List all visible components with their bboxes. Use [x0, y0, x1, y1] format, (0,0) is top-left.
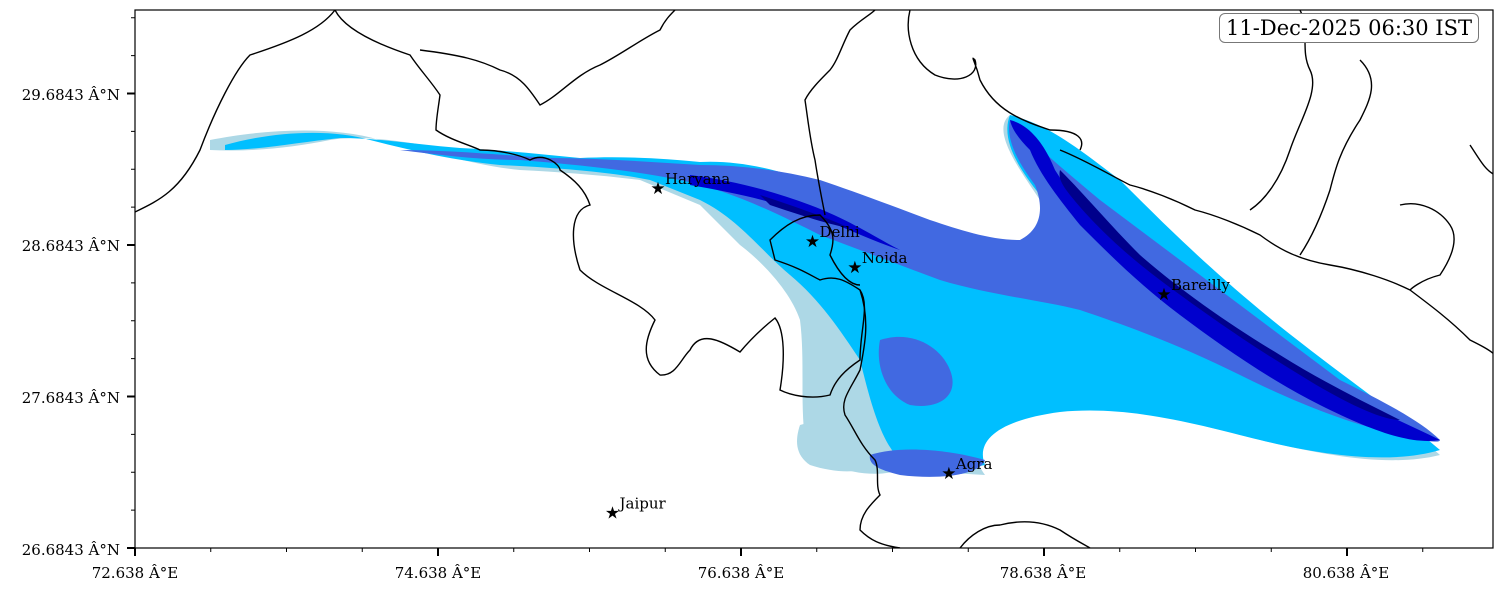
city-label-bareilly: Bareilly	[1171, 276, 1230, 294]
city-label-noida: Noida	[862, 249, 908, 267]
rain-patch-royal-agra	[869, 449, 985, 477]
x-tick-label: 80.638 Â°E	[1303, 564, 1390, 582]
city-star-icon: ★	[805, 232, 820, 252]
city-star-icon: ★	[847, 258, 862, 278]
x-tick-label: 78.638 Â°E	[1000, 564, 1087, 582]
border-up-mp	[843, 289, 901, 548]
city-star-icon: ★	[650, 179, 665, 199]
y-tick-label: 28.6843 Â°N	[22, 237, 120, 255]
y-tick-label: 26.6843 Â°N	[22, 541, 120, 559]
border-up-uttarakhand	[804, 10, 876, 216]
axis-ticks	[127, 17, 1424, 556]
rain-band-medium	[690, 120, 1440, 441]
rain-patch-royal-south	[878, 336, 953, 406]
border-punjab-north	[419, 10, 676, 106]
city-star-icon: ★	[605, 503, 620, 523]
rain-patch-light-south	[797, 421, 881, 472]
x-tick-label: 76.638 Â°E	[698, 564, 785, 582]
x-tick-labels: 72.638 Â°E 74.638 Â°E 76.638 Â°E 78.638 …	[92, 564, 1390, 582]
y-tick-label: 27.6843 Â°N	[22, 389, 120, 407]
y-tick-label: 29.6843 Â°N	[22, 86, 120, 104]
plot-frame	[134, 9, 1494, 549]
border-south-east	[959, 521, 1091, 548]
city-label-haryana: Haryana	[665, 170, 730, 188]
rain-band-sky	[225, 115, 1440, 469]
city-markers: ★ Haryana★ Delhi★ Noida★ Bareilly★ Agra★ Jaipu…	[605, 170, 1230, 523]
y-tick-labels: 29.6843 Â°N 28.6843 Â°N 27.6843 Â°N 26.6…	[22, 86, 120, 559]
border-punjab-haryana	[334, 10, 866, 398]
border-uttarakhand-nepal	[1059, 149, 1493, 355]
rain-core-dark	[760, 170, 1400, 420]
x-tick-label: 72.638 Â°E	[92, 564, 179, 582]
x-tick-label: 74.638 Â°E	[395, 564, 482, 582]
city-label-delhi: Delhi	[820, 223, 860, 241]
border-nepal-north	[907, 10, 1083, 151]
precipitation-layer	[210, 115, 1440, 477]
border-east	[1249, 10, 1493, 291]
city-star-icon: ★	[1156, 285, 1171, 305]
border-west	[135, 10, 336, 213]
timestamp-box: 11-Dec-2025 06:30 IST	[1219, 13, 1479, 43]
city-label-jaipur: Jaipur	[618, 494, 667, 512]
city-label-agra: Agra	[955, 455, 993, 473]
city-star-icon: ★	[941, 464, 956, 484]
state-borders	[135, 10, 1493, 548]
